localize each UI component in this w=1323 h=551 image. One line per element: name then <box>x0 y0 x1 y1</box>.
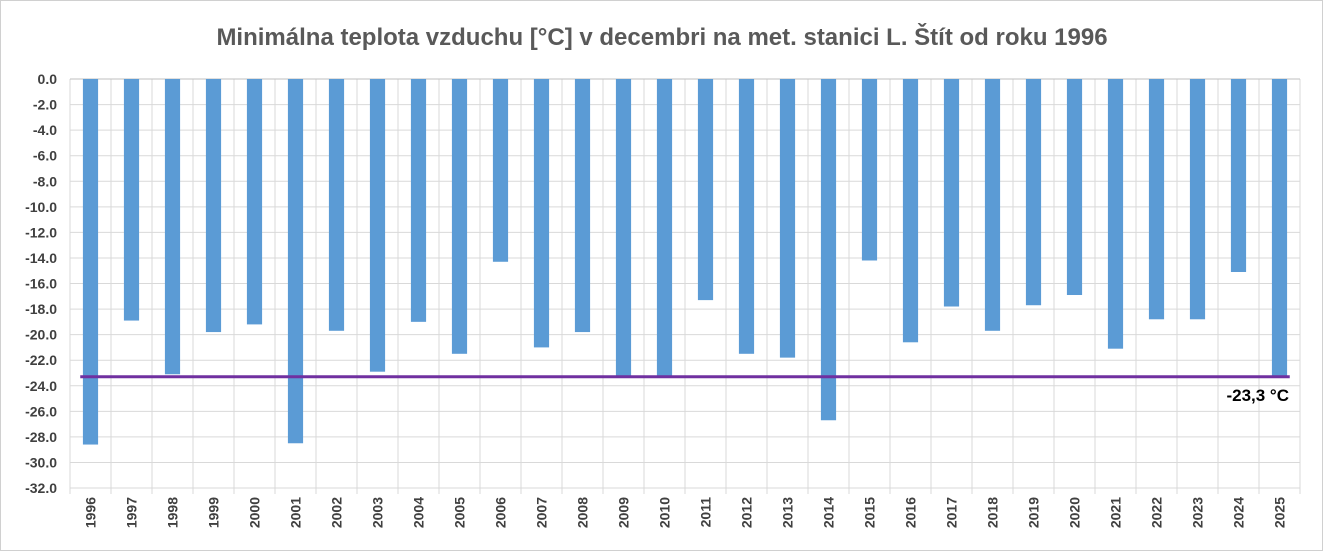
bar-2014 <box>820 79 837 421</box>
bar-2018 <box>984 79 1001 331</box>
y-tick-label: -4.0 <box>33 122 57 138</box>
chart-title: Minimálna teplota vzduchu [°C] v decembr… <box>216 23 1107 51</box>
bar-2004 <box>410 79 427 322</box>
y-tick-label: -18.0 <box>25 301 57 317</box>
y-tick-label: -24.0 <box>25 378 57 394</box>
y-tick-label: -26.0 <box>25 403 57 419</box>
x-tick-label: 2024 <box>1231 497 1247 528</box>
bar-2025 <box>1271 79 1288 377</box>
y-tick-label: -14.0 <box>25 250 57 266</box>
x-tick-label: 2022 <box>1149 497 1165 528</box>
y-tick-label: -10.0 <box>25 199 57 215</box>
bar-1996 <box>82 79 99 445</box>
bar-2008 <box>574 79 591 333</box>
y-tick-label: -8.0 <box>33 173 57 189</box>
y-tick-label: -22.0 <box>25 352 57 368</box>
bar-2022 <box>1148 79 1165 320</box>
y-tick-label: 0.0 <box>38 71 58 87</box>
bar-1997 <box>123 79 140 321</box>
y-axis-ticks: 0.0 -2.0 -4.0 -6.0 -8.0 -10.0 -12.0 -14.0 -16.0 -… <box>25 71 57 496</box>
x-tick-label: 2007 <box>534 497 550 528</box>
x-tick-label: 2013 <box>780 497 796 528</box>
grid-lines <box>69 78 1301 494</box>
x-tick-label: 2000 <box>247 497 263 528</box>
x-tick-label: 2010 <box>657 497 673 528</box>
bar-2011 <box>697 79 714 301</box>
x-tick-label: 2023 <box>1190 497 1206 528</box>
x-tick-label: 1998 <box>165 497 181 528</box>
bar-2000 <box>246 79 263 325</box>
bar-2013 <box>779 79 796 358</box>
x-tick-label: 2005 <box>452 497 468 528</box>
reference-line-group: -23,3 °C <box>80 375 1290 405</box>
bar-2007 <box>533 79 550 348</box>
x-tick-label: 1997 <box>124 497 140 528</box>
bar-2015 <box>861 79 878 261</box>
y-tick-label: -20.0 <box>25 327 57 343</box>
x-tick-label: 2018 <box>985 497 1001 528</box>
x-tick-label: 2015 <box>862 497 878 528</box>
bar-2019 <box>1025 79 1042 306</box>
x-tick-label: 2017 <box>944 497 960 528</box>
y-tick-label: -6.0 <box>33 148 57 164</box>
y-tick-label: -16.0 <box>25 276 57 292</box>
x-tick-label: 2021 <box>1108 497 1124 528</box>
y-tick-label: -28.0 <box>25 429 57 445</box>
x-tick-label: 2019 <box>1026 497 1042 528</box>
reference-line-label: -23,3 °C <box>1226 386 1289 405</box>
y-tick-label: -32.0 <box>25 480 57 496</box>
x-tick-label: 2014 <box>821 497 837 528</box>
bar-2009 <box>615 79 632 377</box>
x-tick-label: 2006 <box>493 497 509 528</box>
x-tick-label: 2012 <box>739 497 755 528</box>
y-tick-label: -12.0 <box>25 224 57 240</box>
x-tick-label: 2002 <box>329 497 345 528</box>
bar-2017 <box>943 79 960 307</box>
bar-2016 <box>902 79 919 343</box>
bar-2003 <box>369 79 386 372</box>
bar-1998 <box>164 79 181 375</box>
bar-2012 <box>738 79 755 354</box>
bar-2006 <box>492 79 509 262</box>
bar-2023 <box>1189 79 1206 320</box>
x-tick-label: 2001 <box>288 497 304 528</box>
x-tick-label: 2004 <box>411 497 427 528</box>
x-tick-label: 2016 <box>903 497 919 528</box>
bar-2010 <box>656 79 673 377</box>
y-tick-label: -2.0 <box>33 97 57 113</box>
x-tick-label: 1996 <box>83 497 99 528</box>
x-tick-label: 2011 <box>698 497 714 528</box>
x-tick-label: 1999 <box>206 497 222 528</box>
bar-2021 <box>1107 79 1124 349</box>
x-tick-label: 2008 <box>575 497 591 528</box>
x-axis-ticks: 1996 1997 1998 1999 2000 2001 2002 2003 2004 2005… <box>83 497 1288 528</box>
bar-2005 <box>451 79 468 354</box>
x-tick-label: 2020 <box>1067 497 1083 528</box>
x-tick-label: 2025 <box>1272 497 1288 528</box>
y-tick-label: -30.0 <box>25 454 57 470</box>
bar-1999 <box>205 79 222 333</box>
bars <box>82 79 1288 445</box>
bar-2024 <box>1230 79 1247 272</box>
x-tick-label: 2003 <box>370 497 386 528</box>
bar-2001 <box>287 79 304 444</box>
x-tick-label: 2009 <box>616 497 632 528</box>
bar-2002 <box>328 79 345 331</box>
bar-2020 <box>1066 79 1083 296</box>
